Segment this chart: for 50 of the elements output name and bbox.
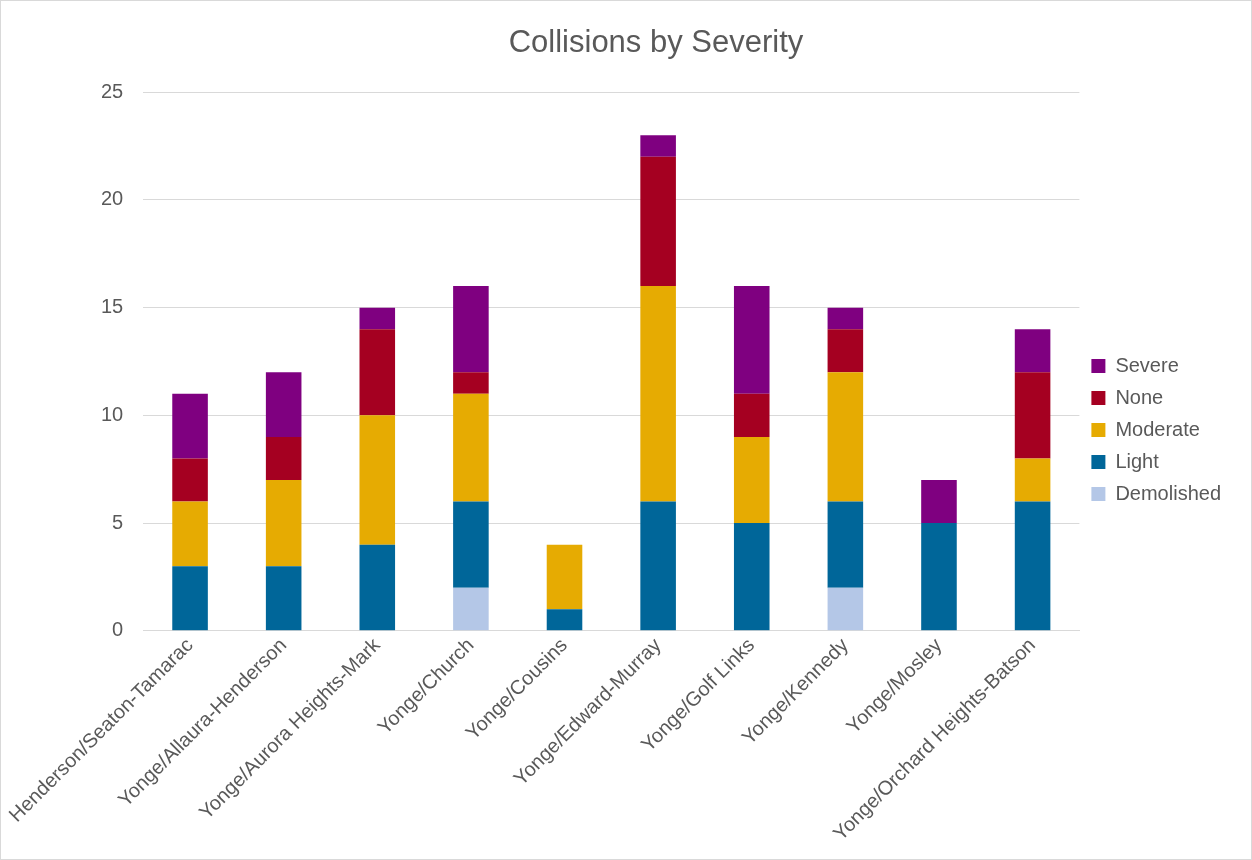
y-tick-label: 25 (101, 79, 124, 102)
bar (1014, 329, 1051, 373)
bar (265, 479, 302, 567)
bar (172, 566, 208, 631)
y-tick-label: 0 (112, 618, 124, 641)
legend-label: Severe (1115, 353, 1179, 376)
bar (827, 501, 864, 588)
bar (733, 393, 770, 437)
bar (827, 329, 864, 373)
bar (733, 523, 770, 631)
bar (546, 609, 583, 631)
bar (1014, 458, 1051, 502)
bar (640, 501, 676, 631)
bar (640, 286, 676, 502)
bar (827, 372, 864, 502)
bar (359, 415, 396, 545)
bar (172, 501, 208, 567)
y-tick-label: 10 (101, 402, 124, 425)
chart-title: Collisions by Severity (508, 24, 804, 60)
y-tick-label: 20 (101, 187, 124, 210)
bar (733, 286, 770, 394)
bar (921, 479, 957, 524)
bar (265, 372, 302, 437)
bar (172, 393, 208, 459)
legend-label: None (1115, 385, 1164, 408)
bar (921, 523, 957, 631)
bar (453, 372, 489, 394)
legend-label: Moderate (1115, 417, 1200, 440)
bar (172, 458, 208, 502)
bar (546, 544, 583, 610)
bar (640, 135, 676, 157)
legend-label: Demolished (1115, 481, 1221, 504)
bar (1014, 501, 1051, 631)
bar (265, 566, 302, 631)
legend-label: Light (1115, 449, 1160, 472)
bar (453, 393, 489, 502)
bar (640, 156, 676, 287)
y-tick-label: 5 (112, 510, 124, 533)
bar (733, 436, 770, 524)
bar (453, 286, 489, 373)
y-tick-label: 15 (101, 295, 124, 318)
bar (359, 329, 396, 416)
bar (359, 544, 396, 631)
bar (1014, 372, 1051, 459)
bar (827, 587, 864, 631)
bar (453, 501, 489, 588)
bar (827, 307, 864, 330)
bar (265, 436, 302, 480)
bar (453, 587, 489, 631)
bar (359, 307, 396, 330)
